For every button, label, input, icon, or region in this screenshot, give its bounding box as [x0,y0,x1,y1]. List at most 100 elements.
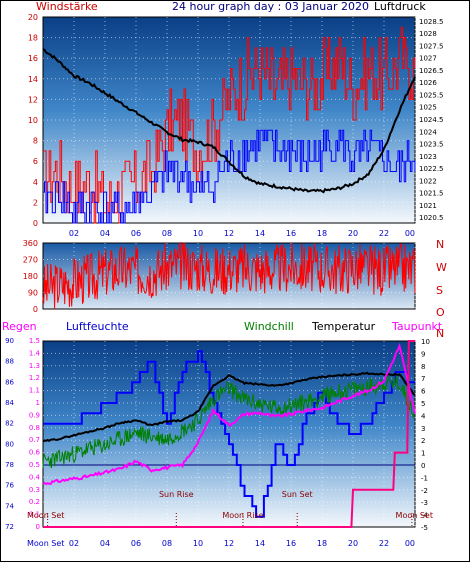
pressure-tick-label: 1024 [419,128,437,136]
temperature-tick-label: -5 [421,524,428,532]
rain-tick-label: 0.7 [29,436,40,444]
humidity-tick-label: 78 [5,461,14,469]
pressure-tick-label: 1024.5 [419,116,444,124]
hour-tick-label: 08 [162,539,172,548]
wind-speed-tick-label: 16 [28,54,38,63]
pressure-tick-label: 1026.5 [419,67,444,75]
hour-tick-label: 00 [405,539,415,548]
hour-tick-label: 22 [379,539,389,548]
pressure-tick-label: 1023 [419,153,437,161]
wind-direction-tick-label: 0 [33,305,38,314]
temperature-tick-label: 2 [421,437,425,445]
temperature-tick-label: -3 [421,499,428,507]
pressure-tick-label: 1020.5 [419,214,444,222]
wind-speed-tick-label: 18 [28,34,38,43]
humidity-tick-label: 72 [5,523,14,531]
hour-tick-label: 06 [131,539,141,548]
hour-tick-label: 18 [317,539,327,548]
windchill-legend-label: Windchill [244,320,294,333]
hour-tick-label: 10 [193,539,203,548]
rain-tick-label: 0 [36,523,40,531]
rain-tick-label: 0.2 [29,498,40,506]
temperature-tick-label: 9 [421,350,425,358]
astronomical-event-label: Moon Set [396,511,433,520]
pressure-tick-label: 1026 [419,79,437,87]
rain-tick-label: 0.9 [29,411,40,419]
astronomical-event-label: Sun Rise [159,490,194,499]
wind-direction-tick-label: 180 [23,272,38,281]
temperature-tick-label: 8 [421,363,425,371]
humidity-series-line [43,350,415,518]
temperature-tick-label: 7 [421,375,425,383]
wind-speed-tick-label: 2 [33,198,38,207]
hour-tick-label: 16 [286,229,296,238]
hour-tick-label: 08 [162,229,172,238]
rain-tick-label: 0.3 [29,486,40,494]
rain-tick-label: 1.1 [29,387,40,395]
rain-axis-title: Regen [2,320,37,333]
humidity-tick-label: 82 [5,420,14,428]
hour-tick-label: 02 [69,539,79,548]
pressure-tick-label: 1023.5 [419,141,444,149]
hour-tick-label: 00 [405,229,415,238]
rain-tick-label: 1.5 [29,337,40,345]
compass-direction-label: O [436,306,445,319]
wind-direction-tick-label: 90 [28,289,38,298]
wind-speed-tick-label: 4 [33,178,38,187]
pressure-tick-label: 1027 [419,55,437,63]
hour-tick-label: 20 [348,539,358,548]
pressure-tick-label: 1025 [419,104,437,112]
rain-tick-label: 1 [36,399,40,407]
compass-direction-label: W [436,261,447,274]
hour-tick-label: 06 [131,229,141,238]
astronomical-event-label: Moon Rise [222,511,263,520]
temperature-tick-label: 6 [421,388,426,396]
wind-speed-series-line [43,26,416,224]
wind-direction-series-line [42,241,416,310]
hour-tick-label: 02 [69,229,79,238]
pressure-tick-label: 1022 [419,177,437,185]
rain-tick-label: 0.5 [29,461,40,469]
hour-tick-label: 20 [348,229,358,238]
pressure-tick-label: 1028 [419,30,437,38]
temperature-series-line [42,371,416,443]
wind-speed-tick-label: 10 [28,116,38,125]
wind-speed-tick-label: 12 [28,95,38,104]
rain-series-line [43,340,415,528]
dewpoint-legend-label: Taupunkt [391,320,443,333]
wind-speed-tick-label: 6 [33,157,38,166]
hour-tick-label: 22 [379,229,389,238]
hour-tick-label: 04 [100,229,110,238]
rain-tick-label: 0.6 [29,449,41,457]
wind-direction-tick-label: 360 [23,239,38,248]
pressure-tick-label: 1021.5 [419,190,444,198]
wind-speed-tick-label: 0 [33,219,38,228]
moon-set-axis-caption: Moon Set [27,539,64,548]
astronomical-event-label: Moon Set [27,511,64,520]
compass-direction-label: N [436,327,444,340]
hour-tick-label: 12 [224,229,234,238]
rain-tick-label: 1.4 [29,349,41,357]
pressure-tick-label: 1021 [419,202,437,210]
dewpoint-series-line [42,342,416,486]
temperature-tick-label: 4 [421,412,426,420]
humidity-tick-label: 76 [5,482,14,490]
humidity-axis-title: Luftfeuchte [66,320,129,333]
chart-title: 24 hour graph day : 03 Januar 2020 [172,0,369,13]
astronomical-event-label: Sun Set [282,490,313,499]
wind-speed-tick-label: 14 [28,75,38,84]
temperature-tick-label: 0 [421,462,425,470]
pressure-tick-label: 1027.5 [419,42,444,50]
rain-tick-label: 0.4 [29,473,41,481]
wind-direction-tick-label: 270 [23,256,38,265]
rain-tick-label: 1.3 [29,362,40,370]
rain-tick-label: 0.8 [29,424,40,432]
hour-tick-label: 16 [286,539,296,548]
humidity-tick-label: 84 [5,399,14,407]
compass-direction-label: N [436,238,444,251]
wind-speed-tick-label: 8 [33,137,38,146]
pressure-series-line [42,48,416,194]
temperature-tick-label: 5 [421,400,425,408]
wind-speed-tick-label: 20 [28,13,38,22]
